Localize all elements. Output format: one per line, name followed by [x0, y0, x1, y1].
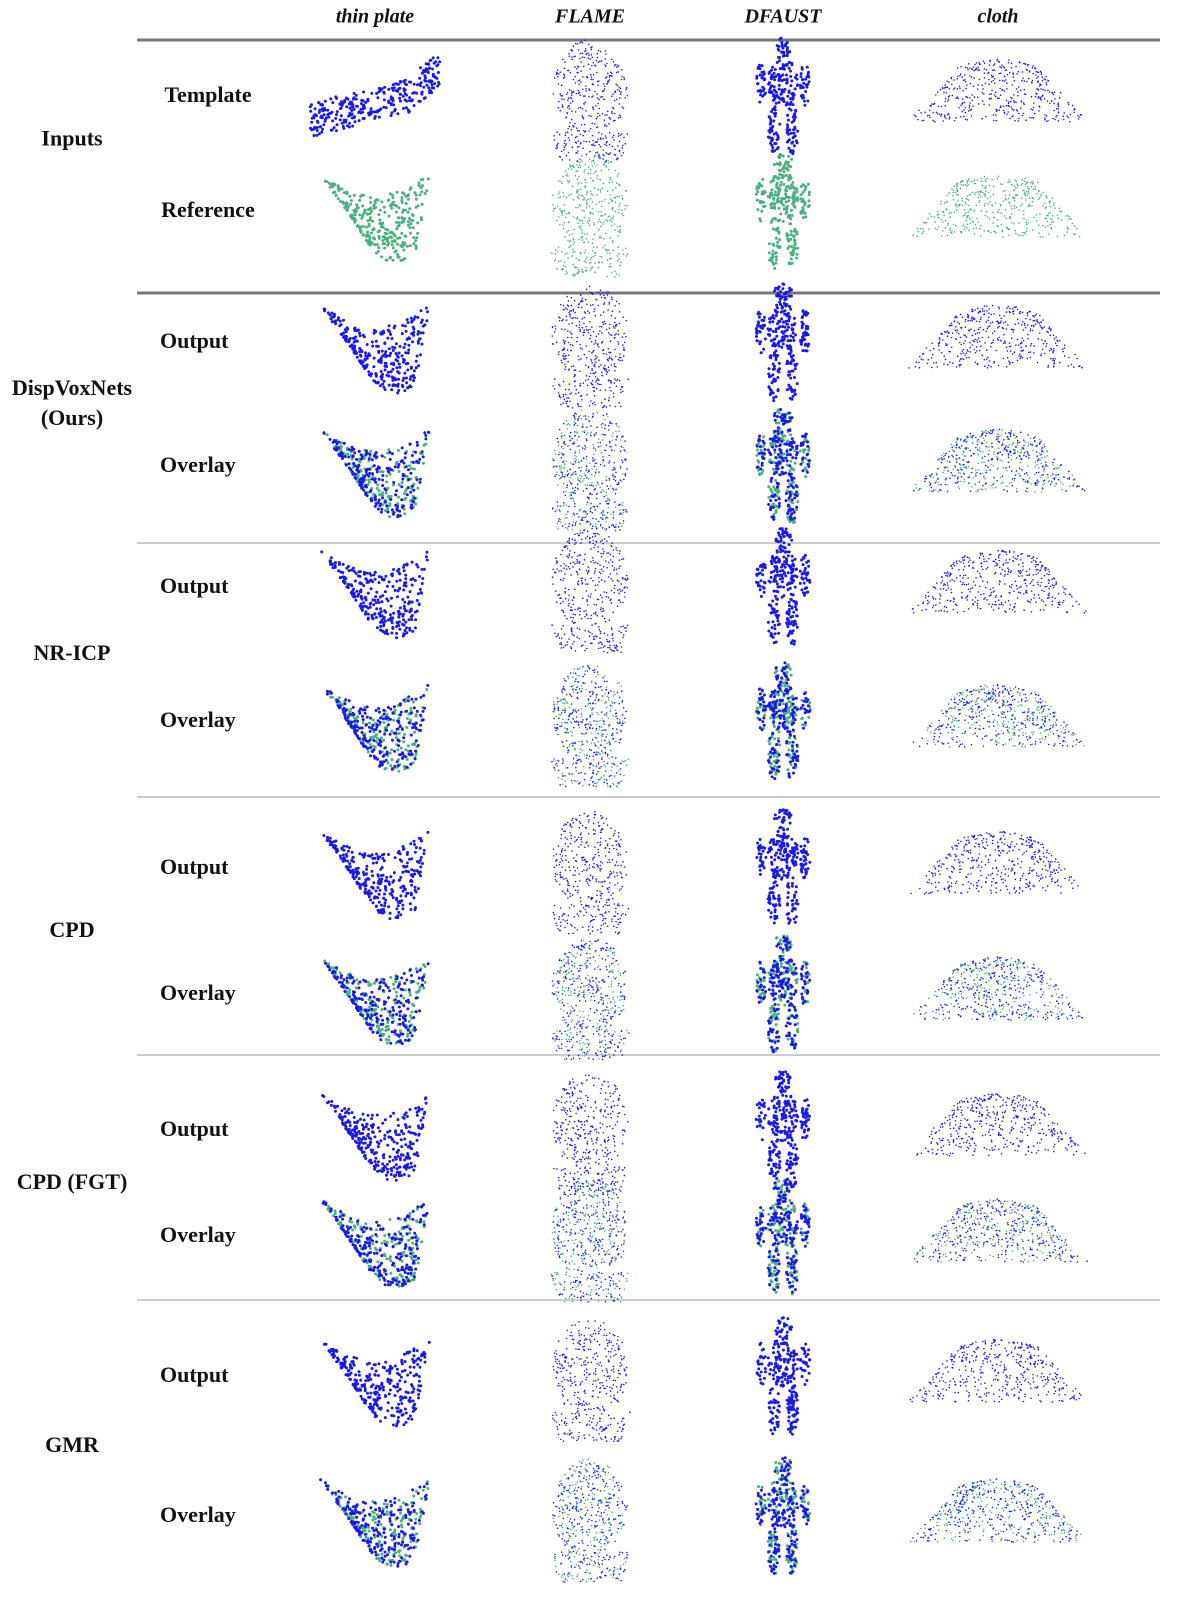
row-label: Overlay — [160, 980, 236, 1005]
row-label: Output — [160, 1362, 229, 1387]
point-cloud — [551, 530, 629, 654]
point-cloud — [755, 661, 812, 781]
column-header: thin plate — [336, 6, 414, 28]
point-cloud — [551, 409, 627, 532]
point-cloud — [755, 808, 812, 925]
point-cloud — [552, 1462, 629, 1583]
point-cloud — [755, 1177, 811, 1294]
column-header: DFAUST — [743, 6, 822, 28]
row-label: Output — [160, 573, 229, 598]
row-label: Output — [160, 1116, 229, 1141]
point-cloud — [912, 1478, 1078, 1543]
row-label: Output — [160, 328, 229, 353]
point-cloud — [913, 956, 1084, 1021]
point-cloud — [916, 1093, 1086, 1157]
point-cloud — [755, 408, 811, 525]
point-cloud — [552, 39, 629, 163]
point-cloud — [551, 665, 627, 788]
group-label: Inputs — [41, 126, 103, 151]
row-label: Overlay — [160, 1502, 236, 1527]
point-cloud — [754, 282, 811, 403]
column-header: FLAME — [554, 6, 625, 28]
group-label: DispVoxNets — [12, 375, 133, 400]
point-cloud — [320, 550, 429, 640]
row-label: Overlay — [160, 452, 236, 477]
point-cloud — [755, 1316, 812, 1436]
row-label: Overlay — [160, 1222, 236, 1247]
row-label: Template — [164, 82, 251, 107]
point-cloud — [754, 1456, 810, 1575]
point-cloud — [551, 154, 629, 278]
point-cloud — [915, 429, 1083, 493]
group-label: (Ours) — [41, 405, 103, 430]
point-cloud — [552, 1458, 629, 1583]
group-label: CPD — [49, 917, 94, 942]
point-cloud — [913, 428, 1086, 493]
point-cloud — [912, 175, 1081, 238]
point-cloud — [911, 549, 1087, 614]
point-cloud — [755, 36, 811, 156]
point-cloud — [913, 58, 1083, 123]
point-cloud — [552, 1320, 631, 1442]
point-cloud — [919, 956, 1083, 1021]
point-cloud — [319, 1478, 429, 1568]
group-label: NR-ICP — [34, 640, 111, 665]
point-cloud — [321, 1200, 429, 1288]
row-label: Output — [160, 854, 229, 879]
point-cloud — [551, 939, 630, 1061]
row-label: Overlay — [160, 707, 236, 732]
point-cloud — [552, 665, 629, 788]
point-cloud — [754, 1070, 811, 1190]
point-cloud — [322, 306, 429, 395]
point-cloud — [552, 1074, 629, 1197]
point-cloud — [321, 1094, 428, 1182]
point-cloud — [926, 684, 1085, 748]
point-cloud — [754, 152, 811, 270]
point-cloud — [322, 830, 430, 921]
point-cloud — [755, 408, 811, 521]
point-cloud — [909, 1338, 1082, 1403]
point-cloud — [553, 938, 628, 1061]
point-cloud — [324, 961, 430, 1046]
group-label: CPD (FGT) — [17, 1169, 128, 1194]
point-cloud — [551, 285, 629, 409]
point-cloud — [910, 1480, 1082, 1543]
column-header: cloth — [977, 6, 1018, 28]
point-cloud — [551, 1181, 626, 1303]
point-cloud — [755, 527, 812, 646]
point-cloud — [552, 810, 630, 935]
point-cloud — [308, 56, 442, 137]
row-label: Reference — [161, 197, 255, 222]
point-cloud — [915, 1199, 1072, 1263]
point-cloud — [322, 1340, 431, 1428]
point-cloud — [551, 412, 628, 532]
point-cloud — [912, 683, 1082, 748]
point-cloud — [914, 1198, 1088, 1263]
point-cloud — [322, 430, 430, 519]
point-cloud — [908, 304, 1083, 369]
point-cloud — [755, 936, 812, 1054]
group-label: GMR — [45, 1432, 100, 1457]
point-cloud — [910, 830, 1079, 895]
point-cloud — [323, 177, 430, 262]
point-cloud — [325, 683, 430, 771]
